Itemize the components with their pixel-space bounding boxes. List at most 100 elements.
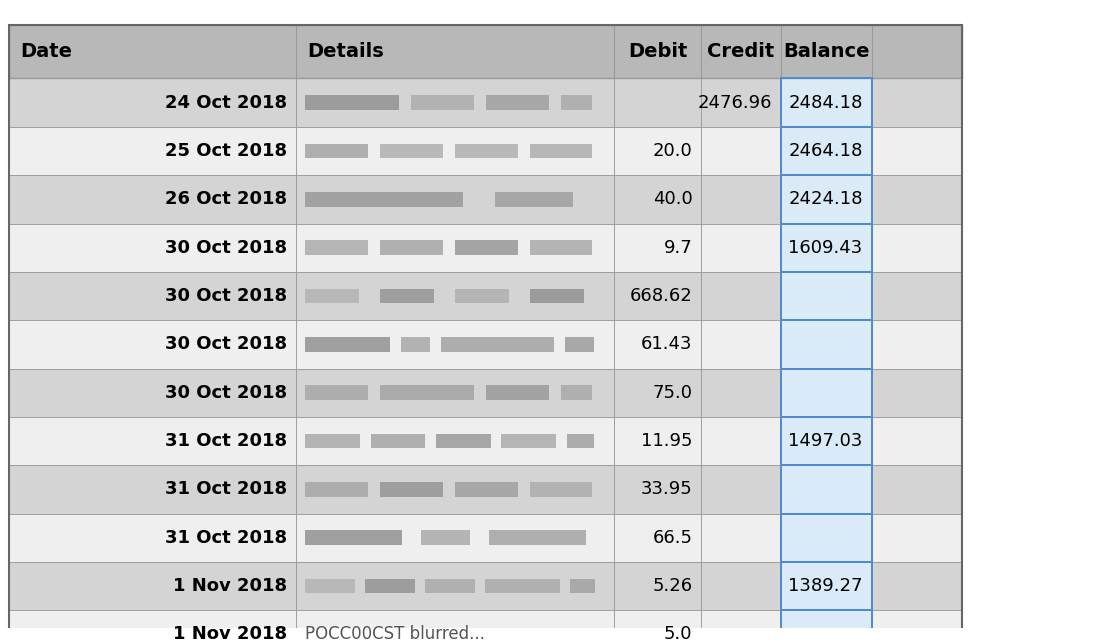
Bar (296, 465, 614, 514)
Bar (614, 417, 701, 465)
Bar (530, 144, 593, 158)
Bar (561, 385, 593, 400)
Bar (296, 369, 614, 417)
Bar (441, 337, 554, 352)
Bar (487, 96, 549, 110)
Bar (701, 369, 781, 417)
Bar (781, 611, 872, 642)
Text: 9.7: 9.7 (664, 239, 692, 257)
Bar (9, 272, 296, 320)
Bar (567, 434, 594, 448)
Bar (781, 272, 872, 320)
Bar (781, 369, 872, 417)
Bar (565, 337, 594, 352)
Bar (380, 289, 434, 303)
Bar (614, 127, 701, 175)
Bar (614, 320, 701, 369)
Bar (614, 465, 701, 514)
Bar (501, 434, 556, 448)
Bar (456, 289, 509, 303)
Bar (380, 240, 442, 255)
Bar (872, 369, 962, 417)
Bar (701, 465, 781, 514)
Text: 2484.18: 2484.18 (789, 94, 863, 112)
Bar (701, 611, 781, 642)
Bar (530, 482, 593, 497)
Text: 30 Oct 2018: 30 Oct 2018 (166, 287, 288, 305)
Text: 25 Oct 2018: 25 Oct 2018 (166, 142, 288, 160)
Bar (781, 514, 872, 562)
Bar (456, 240, 518, 255)
Bar (781, 223, 872, 272)
Text: 2424.18: 2424.18 (789, 190, 863, 209)
Text: 668.62: 668.62 (629, 287, 692, 305)
Bar (614, 562, 701, 611)
Bar (296, 127, 614, 175)
Bar (371, 434, 425, 448)
Bar (561, 96, 593, 110)
Bar (781, 223, 872, 272)
Bar (456, 144, 518, 158)
Text: 5.0: 5.0 (664, 625, 692, 642)
Text: 75.0: 75.0 (653, 384, 692, 402)
Bar (421, 530, 470, 545)
Bar (296, 562, 614, 611)
Bar (701, 223, 781, 272)
Bar (530, 289, 584, 303)
Bar (872, 562, 962, 611)
Bar (9, 514, 296, 562)
Text: 24 Oct 2018: 24 Oct 2018 (166, 94, 288, 112)
Text: 30 Oct 2018: 30 Oct 2018 (166, 239, 288, 257)
Bar (781, 562, 872, 611)
Bar (781, 611, 872, 642)
Bar (872, 611, 962, 642)
Bar (305, 482, 367, 497)
Bar (781, 465, 872, 514)
Bar (489, 530, 586, 545)
Bar (614, 78, 701, 127)
Bar (781, 417, 872, 465)
Bar (296, 272, 614, 320)
Text: Date: Date (20, 42, 72, 61)
Bar (614, 223, 701, 272)
Text: Balance: Balance (783, 42, 869, 61)
Bar (781, 78, 872, 127)
Bar (872, 223, 962, 272)
Bar (305, 192, 463, 207)
Bar (436, 434, 491, 448)
Bar (305, 240, 367, 255)
Bar (9, 320, 296, 369)
Bar (296, 78, 614, 127)
Bar (9, 223, 296, 272)
Bar (380, 144, 442, 158)
Bar (401, 337, 429, 352)
Bar (701, 417, 781, 465)
Bar (487, 385, 549, 400)
Bar (872, 78, 962, 127)
Bar (296, 611, 614, 642)
Bar (872, 272, 962, 320)
Text: 20.0: 20.0 (653, 142, 692, 160)
Bar (781, 562, 872, 611)
Bar (9, 562, 296, 611)
Text: 2464.18: 2464.18 (789, 142, 863, 160)
Bar (781, 320, 872, 369)
Bar (305, 289, 358, 303)
Bar (701, 320, 781, 369)
Bar (781, 369, 872, 417)
Text: 31 Oct 2018: 31 Oct 2018 (166, 480, 288, 498)
Bar (614, 175, 701, 223)
Bar (296, 514, 614, 562)
Bar (872, 417, 962, 465)
Text: Details: Details (307, 42, 384, 61)
Bar (296, 175, 614, 223)
Bar (781, 514, 872, 562)
Text: 1 Nov 2018: 1 Nov 2018 (174, 625, 288, 642)
Bar (781, 465, 872, 514)
Bar (614, 369, 701, 417)
Bar (305, 337, 390, 352)
Bar (380, 385, 473, 400)
Bar (9, 465, 296, 514)
Bar (486, 579, 560, 593)
Bar (9, 369, 296, 417)
